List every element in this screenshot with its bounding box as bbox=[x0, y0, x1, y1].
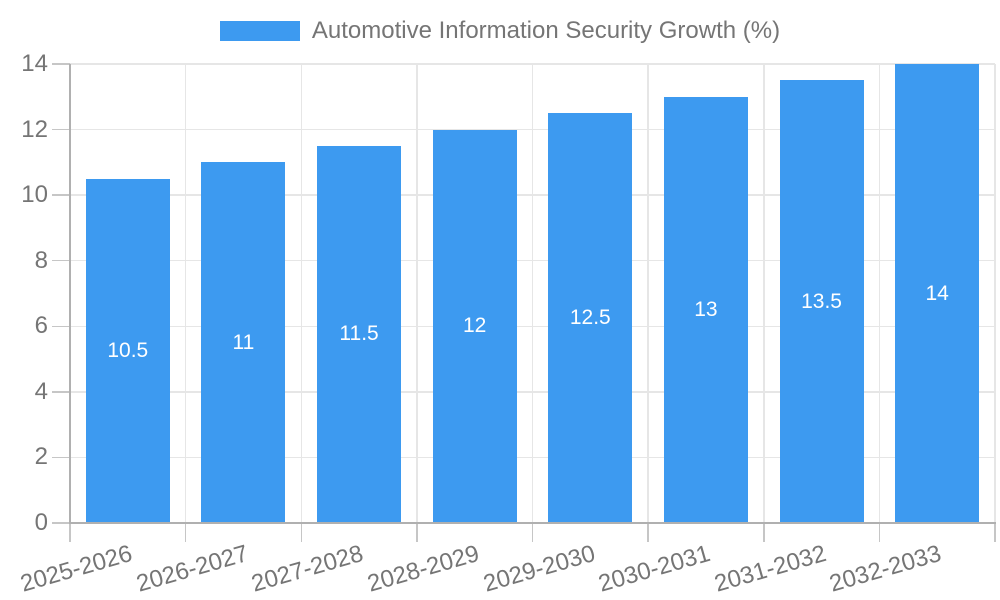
gridline-v bbox=[878, 64, 881, 523]
bar bbox=[432, 129, 517, 523]
gridline-v bbox=[184, 64, 187, 523]
x-tick bbox=[994, 523, 996, 542]
y-axis-label: 12 bbox=[21, 115, 48, 143]
gridline-v bbox=[531, 64, 534, 523]
bar-value-label: 13.5 bbox=[801, 289, 842, 313]
x-axis-label: 2031-2032 bbox=[711, 540, 830, 598]
y-axis-label: 4 bbox=[34, 377, 48, 405]
y-tick bbox=[52, 456, 70, 459]
y-tick bbox=[52, 391, 70, 393]
gridline-v bbox=[416, 64, 418, 523]
y-axis-line bbox=[69, 64, 71, 523]
y-axis-label: 2 bbox=[34, 443, 48, 471]
gridline-v bbox=[994, 64, 996, 523]
x-axis-label: 2032-2033 bbox=[826, 540, 945, 598]
bar bbox=[548, 113, 633, 523]
x-tick bbox=[69, 523, 71, 542]
x-axis-label: 2026-2027 bbox=[133, 540, 251, 598]
y-axis-label: 6 bbox=[34, 312, 48, 340]
x-tick bbox=[416, 523, 418, 542]
legend-label: Automotive Information Security Growth (… bbox=[311, 17, 781, 44]
bar-value-label: 13 bbox=[694, 297, 718, 321]
gridline-v bbox=[647, 64, 649, 523]
legend-swatch bbox=[219, 21, 300, 41]
x-axis-label: 2025-2026 bbox=[17, 540, 136, 598]
bar-value-label: 11.5 bbox=[339, 322, 379, 346]
y-tick bbox=[52, 194, 70, 196]
bar bbox=[85, 178, 170, 523]
x-tick bbox=[184, 523, 187, 542]
bar-value-label: 12 bbox=[463, 314, 487, 338]
bar bbox=[895, 64, 980, 523]
x-axis-line bbox=[69, 522, 996, 524]
x-axis-label: 2030-2031 bbox=[595, 540, 714, 598]
bar bbox=[317, 145, 402, 523]
y-axis-label: 14 bbox=[21, 50, 48, 77]
x-tick bbox=[763, 523, 765, 542]
y-tick bbox=[52, 63, 70, 65]
gridline-v bbox=[763, 64, 765, 523]
bar bbox=[201, 162, 286, 523]
bar bbox=[779, 80, 864, 523]
x-tick bbox=[647, 523, 649, 542]
legend: Automotive Information Security Growth (… bbox=[0, 17, 1000, 45]
y-axis-label: 10 bbox=[21, 181, 48, 209]
y-axis-label: 8 bbox=[34, 246, 48, 274]
y-tick bbox=[52, 128, 70, 131]
x-axis-label: 2028-2029 bbox=[364, 540, 483, 598]
bar-value-label: 10.5 bbox=[107, 338, 149, 362]
x-tick bbox=[878, 523, 881, 542]
x-axis-label: 2027-2028 bbox=[248, 540, 367, 598]
y-tick bbox=[52, 522, 70, 524]
bar bbox=[663, 96, 748, 523]
bar-value-label: 14 bbox=[925, 281, 949, 305]
x-axis-label: 2029-2030 bbox=[479, 540, 598, 598]
y-axis-label: 0 bbox=[34, 509, 48, 536]
bar-value-label: 12.5 bbox=[569, 306, 611, 330]
x-tick bbox=[300, 523, 302, 542]
y-tick bbox=[52, 259, 70, 262]
bar-value-label: 11 bbox=[232, 330, 255, 354]
y-tick bbox=[52, 325, 70, 328]
gridline-v bbox=[300, 64, 302, 523]
x-tick bbox=[531, 523, 534, 542]
